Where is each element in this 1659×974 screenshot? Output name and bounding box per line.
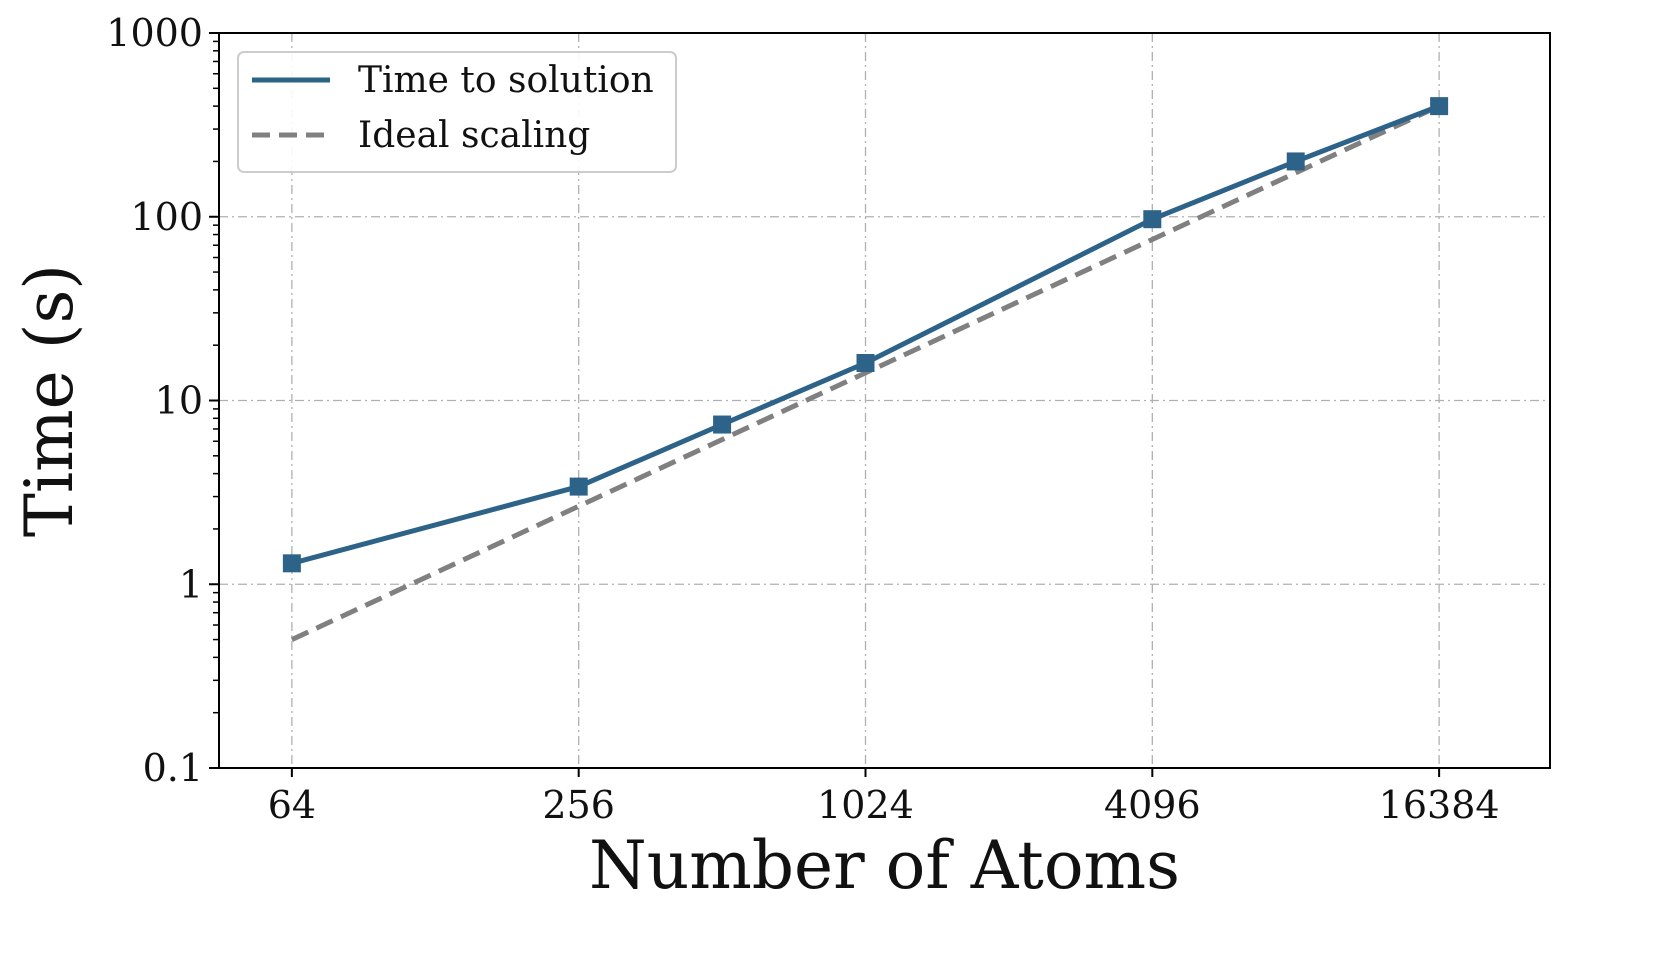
x-tick-label: 256 xyxy=(542,783,615,827)
legend-box xyxy=(237,51,677,173)
series-layer xyxy=(282,97,1449,642)
data-point-marker xyxy=(1143,210,1162,229)
data-point-marker xyxy=(713,415,732,434)
y-tick-label: 0.1 xyxy=(143,746,203,790)
x-tick-label: 64 xyxy=(268,783,316,827)
x-tick-label: 1024 xyxy=(817,783,914,827)
y-tick-label: 1000 xyxy=(106,11,203,55)
y-tick-label: 100 xyxy=(130,195,203,239)
data-point-marker xyxy=(1430,97,1449,116)
legend-label-time-to-solution: Time to solution xyxy=(358,60,654,101)
legend: Time to solution Ideal scaling xyxy=(237,51,677,173)
y-tick-label: 10 xyxy=(155,379,203,423)
x-axis-title: Number of Atoms xyxy=(589,827,1180,904)
x-tick-label: 4096 xyxy=(1104,783,1201,827)
x-tick-label: 16384 xyxy=(1379,783,1500,827)
data-point-marker xyxy=(282,554,301,573)
series-line-ideal-scaling xyxy=(290,103,1441,642)
axis-ticks: 64 256 1024 4096 16384 0.1 1 10 100 1000 xyxy=(106,11,1499,827)
data-point-marker xyxy=(856,353,875,372)
y-axis-title: Time (s) xyxy=(11,264,88,537)
data-point-marker xyxy=(569,477,588,496)
legend-label-ideal-scaling: Ideal scaling xyxy=(358,115,590,156)
y-tick-label: 1 xyxy=(179,562,203,606)
data-point-marker xyxy=(1286,152,1305,171)
